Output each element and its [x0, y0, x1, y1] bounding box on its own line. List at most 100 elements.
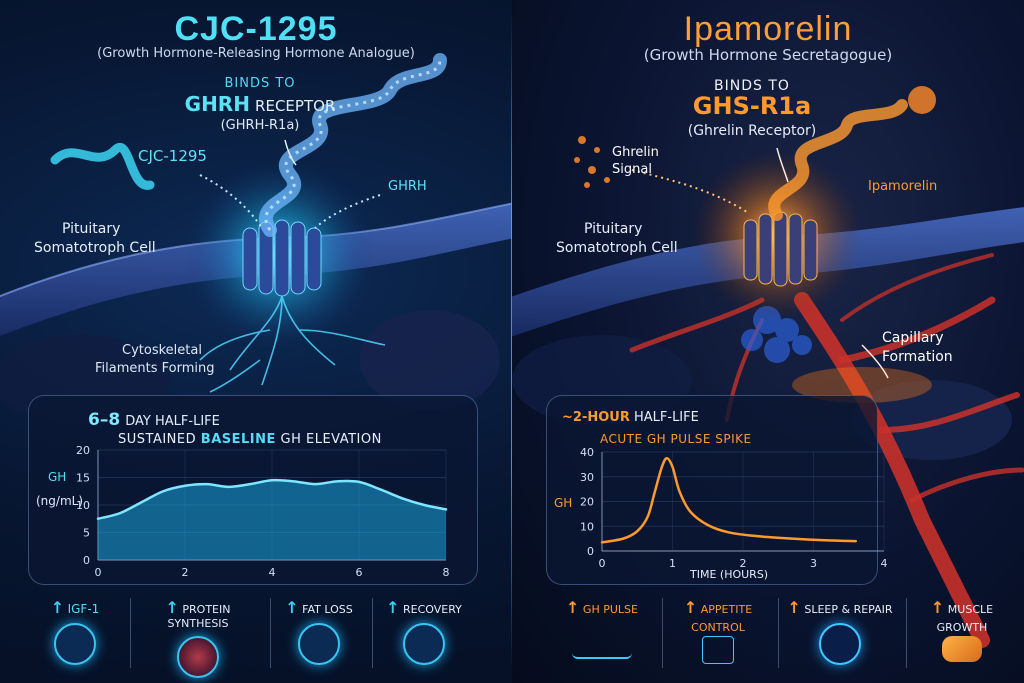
cjc-title: CJC-1295: [174, 10, 338, 48]
benefit-label: APPETITE: [700, 603, 753, 616]
pulse-text: ACUTE GH PULSE SPIKE: [600, 432, 752, 446]
ghrelin-label-2: Signal: [612, 162, 652, 177]
binds-to-label: BINDS TO: [714, 78, 790, 94]
benefit-arrow: ↑: [50, 598, 65, 617]
cjc1295-panel: CJC-1295 (Growth Hormone-Releasing Hormo…: [0, 10, 512, 678]
y-tick-label: 10: [76, 499, 90, 512]
data-point: [855, 540, 857, 542]
data-point: [706, 524, 709, 526]
capillary-label-1: Capillary: [882, 330, 944, 346]
ghrelin-signal-dots: [574, 136, 610, 188]
data-point: [445, 508, 447, 511]
benefit-label: RECOVERY: [403, 603, 462, 616]
benefit-arrow: ↑: [285, 598, 299, 617]
data-point: [661, 466, 663, 468]
data-point: [97, 517, 99, 520]
data-point: [292, 480, 295, 483]
x-tick-label: 4: [881, 557, 888, 570]
cjc-molecule-label: CJC-1295: [138, 147, 207, 165]
y-tick-label: 30: [580, 471, 594, 484]
moon-icon: [819, 623, 861, 665]
receptor-sub: (GHRH-R1a): [220, 118, 300, 133]
cyto-label-2: Filaments Forming: [95, 361, 215, 376]
benefit-label: PROTEIN SYNTHESIS: [167, 603, 231, 630]
cytoskeletal-filaments: [199, 295, 386, 393]
data-point: [678, 490, 681, 493]
data-point: [601, 541, 603, 544]
benefit-divider: [778, 598, 779, 668]
series-line: [600, 456, 858, 544]
data-point: [654, 490, 656, 493]
benefit-protein-synthesis: ↑ PROTEIN SYNTHESIS: [134, 598, 262, 678]
half-life-text: HALF-LIFE: [633, 410, 699, 425]
data-point: [622, 537, 624, 540]
muscle-arm-icon: [942, 636, 982, 662]
capillary-label-2: Formation: [882, 349, 953, 365]
benefit-gh-pulse: ↑ GH PULSE: [550, 598, 654, 659]
data-point: [647, 515, 649, 518]
data-point: [227, 486, 230, 488]
cjc-chart: 0 5 10 15 20 0 2 4 6 8: [76, 444, 450, 579]
benefit-divider: [372, 598, 373, 668]
ipamorelin-molecule-label: Ipamorelin: [868, 179, 938, 194]
data-point: [636, 530, 639, 532]
data-point: [205, 483, 208, 485]
benefit-arrow: ↑: [566, 598, 580, 617]
x-tick-label: 2: [740, 557, 747, 570]
elevation-mid: BASELINE: [200, 432, 276, 447]
benefit-label-2: GROWTH: [936, 621, 988, 634]
benefit-label: GH PULSE: [582, 603, 638, 616]
binds-to-label: BINDS TO: [224, 76, 296, 91]
recovery-icon: [403, 623, 445, 665]
data-point: [791, 537, 794, 540]
pituitary-label-2: Somatotroph Cell: [556, 240, 678, 256]
benefit-divider: [662, 598, 663, 668]
half-life-value: 6–8: [88, 410, 121, 430]
ghs-r1a-receptor: [743, 211, 818, 287]
y-tick-label: 20: [580, 496, 594, 509]
benefit-arrow: ↑: [787, 598, 801, 617]
ipamorelin-half-life: ~2-HOUR HALF-LIFE: [562, 410, 699, 425]
benefit-label: FAT LOSS: [302, 603, 353, 616]
ipamorelin-subtitle: (Growth Hormone Secretagogue): [643, 46, 893, 64]
data-point: [271, 479, 273, 482]
data-point: [184, 484, 186, 487]
half-life-prefix: ~2-HOUR: [562, 410, 630, 425]
data-point: [314, 483, 317, 485]
x-tick-label: 0: [95, 566, 102, 579]
y-tick-label: 5: [83, 527, 90, 540]
receptor-word: RECEPTOR: [255, 97, 336, 115]
x-tick-label: 6: [356, 566, 363, 579]
y-tick-label: 15: [76, 472, 90, 485]
benefit-fat-loss: ↑ FAT LOSS: [274, 598, 364, 665]
x-tick-label: 2: [182, 566, 189, 579]
cyto-label-1: Cytoskeletal: [122, 343, 202, 358]
data-point: [423, 504, 426, 506]
flame-icon: [298, 623, 340, 665]
ghrh-label: GHRH: [388, 179, 427, 194]
data-point: [162, 490, 165, 493]
ipamorelin-chart: 0 10 20 30 40 0 1 2 3 4: [580, 446, 888, 570]
data-point: [336, 480, 339, 483]
y-tick-label: 0: [83, 554, 90, 567]
elevation-post: GH ELEVATION: [280, 432, 382, 447]
y-tick-label: 40: [580, 446, 594, 459]
y-tick-label: 20: [76, 444, 90, 457]
data-point: [666, 457, 668, 459]
data-point: [671, 466, 674, 468]
data-point: [401, 497, 404, 500]
benefit-arrow: ↑: [930, 598, 945, 617]
cjc-elevation: SUSTAINED BASELINE GH ELEVATION: [118, 432, 382, 447]
benefit-igf1: ↑ IGF-1: [30, 598, 120, 665]
pituitary-label-1: Pituitary: [62, 221, 121, 237]
ipamorelin-chart-box: [546, 395, 878, 585]
data-point: [379, 488, 382, 491]
x-tick-label: 3: [810, 557, 817, 570]
data-point: [249, 483, 252, 485]
pulse-wave-icon: [572, 631, 632, 659]
fork-icon: [702, 636, 734, 664]
benefit-divider: [130, 598, 131, 668]
benefit-divider: [906, 598, 907, 668]
x-tick-label: 1: [669, 557, 676, 570]
elevation-pre: SUSTAINED: [118, 432, 197, 447]
